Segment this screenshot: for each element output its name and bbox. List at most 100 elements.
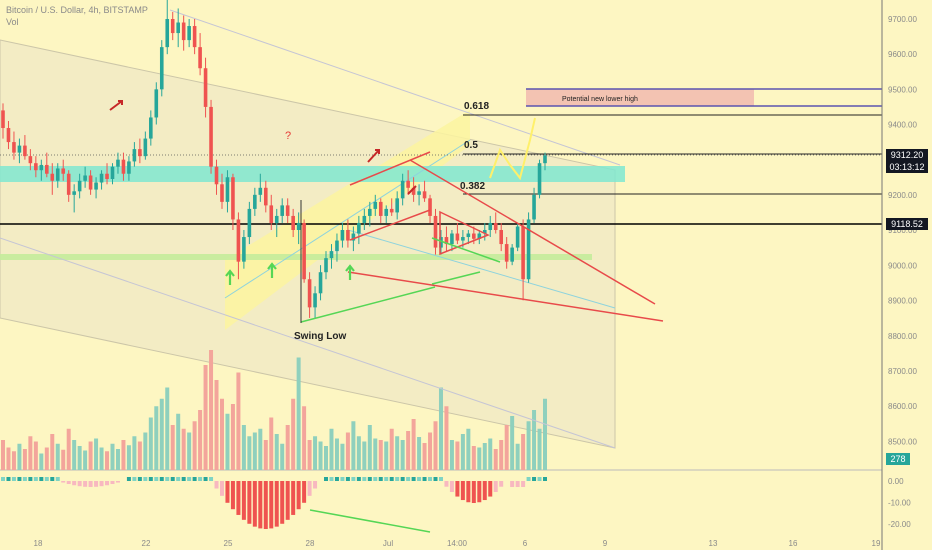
osc-bar [6, 477, 11, 481]
background-zones [0, 39, 754, 449]
volume-bar [88, 441, 93, 470]
potential-zone-box [526, 89, 754, 106]
osc-bar [378, 477, 383, 481]
osc-bar [214, 481, 219, 489]
osc-bar [203, 477, 208, 481]
osc-bar [219, 481, 224, 496]
volume-bar [192, 421, 197, 470]
osc-bar [340, 477, 345, 481]
volume-bar [105, 451, 110, 470]
osc-bar [126, 477, 131, 481]
price-tick: 8800.00 [888, 332, 917, 341]
osc-bar [433, 477, 438, 481]
osc-bar [307, 481, 312, 496]
candle-body [28, 156, 33, 164]
osc-bar [449, 481, 454, 492]
candle-body [515, 226, 520, 248]
candle-body [72, 191, 76, 195]
candle-body [537, 163, 542, 195]
candle-body [521, 226, 525, 280]
volume-bar [225, 413, 230, 470]
osc-bar [137, 477, 142, 481]
time-tick: 19 [872, 539, 881, 548]
osc-bar [39, 477, 44, 481]
candle-body [510, 247, 514, 262]
volume-bar [115, 449, 120, 470]
time-tick: 9 [603, 539, 608, 548]
candle-body [313, 293, 317, 308]
candle-body [488, 222, 493, 230]
osc-bar [373, 477, 378, 481]
time-tick: 16 [789, 539, 798, 548]
volume-bar [340, 443, 345, 470]
osc-bar [198, 477, 203, 481]
candle-body [280, 205, 285, 216]
candle-body [335, 240, 339, 252]
volume-bar [526, 421, 531, 470]
candle-body [351, 233, 356, 241]
volume-bar [406, 431, 411, 470]
candle-body [94, 182, 98, 190]
annotation-drawings: 0.618 0.5 0.382? Swing Low Potential new low… [109, 96, 664, 533]
candle-body [482, 230, 487, 234]
time-tick: 22 [142, 539, 151, 548]
osc-bar [263, 481, 268, 529]
osc-bar [345, 477, 350, 481]
candle-body [83, 175, 87, 181]
osc-bar [1, 477, 5, 481]
price-tick: 9000.00 [888, 261, 917, 270]
volume-bar [148, 417, 153, 470]
osc-tick: -20.00 [888, 520, 911, 529]
green-support-line [300, 286, 436, 323]
osc-bar [510, 481, 515, 487]
osc-bar [466, 481, 471, 503]
candle-body [472, 233, 476, 239]
osc-bar [296, 481, 301, 510]
osc-bar [192, 477, 197, 481]
volume-bar [258, 428, 263, 470]
volume-bar [252, 432, 257, 470]
osc-bar [526, 477, 531, 481]
volume-bar [345, 432, 350, 470]
volume-bar [477, 447, 482, 470]
volume-bar [50, 434, 55, 470]
candle-body [149, 117, 153, 139]
candle-body [285, 205, 290, 216]
volume-bar [428, 432, 433, 470]
osc-tick: -10.00 [888, 499, 911, 508]
volume-bar [532, 410, 537, 470]
volume-bar [471, 446, 476, 470]
candle-body [99, 173, 104, 183]
candle-body [296, 222, 301, 230]
osc-bar [50, 477, 55, 481]
candle-body [121, 159, 126, 174]
volume-bar [543, 398, 547, 470]
osc-bar [438, 477, 443, 481]
osc-bar [444, 481, 449, 487]
volume-bar [77, 446, 82, 470]
red-arrow-2 [367, 149, 380, 163]
osc-bar [181, 477, 186, 481]
volume-bar [313, 436, 318, 470]
volume-bar [510, 416, 515, 470]
candle-body [236, 219, 241, 262]
osc-bar [143, 477, 148, 481]
candle-body [346, 230, 350, 241]
volume-bar [318, 441, 323, 470]
time-tick: 13 [709, 539, 718, 548]
osc-bar [515, 481, 520, 487]
osc-bar [88, 481, 93, 487]
osc-bar [351, 477, 356, 481]
candle-body [307, 279, 312, 308]
red-descending-line [409, 159, 656, 305]
osc-bar [258, 481, 263, 529]
osc-bar [302, 481, 307, 503]
candle-body [411, 187, 416, 195]
candle-body [154, 89, 159, 118]
red-wedge-bottom [349, 209, 431, 241]
osc-bar [83, 481, 88, 487]
volume-bar [126, 445, 131, 470]
osc-bar [148, 477, 153, 481]
